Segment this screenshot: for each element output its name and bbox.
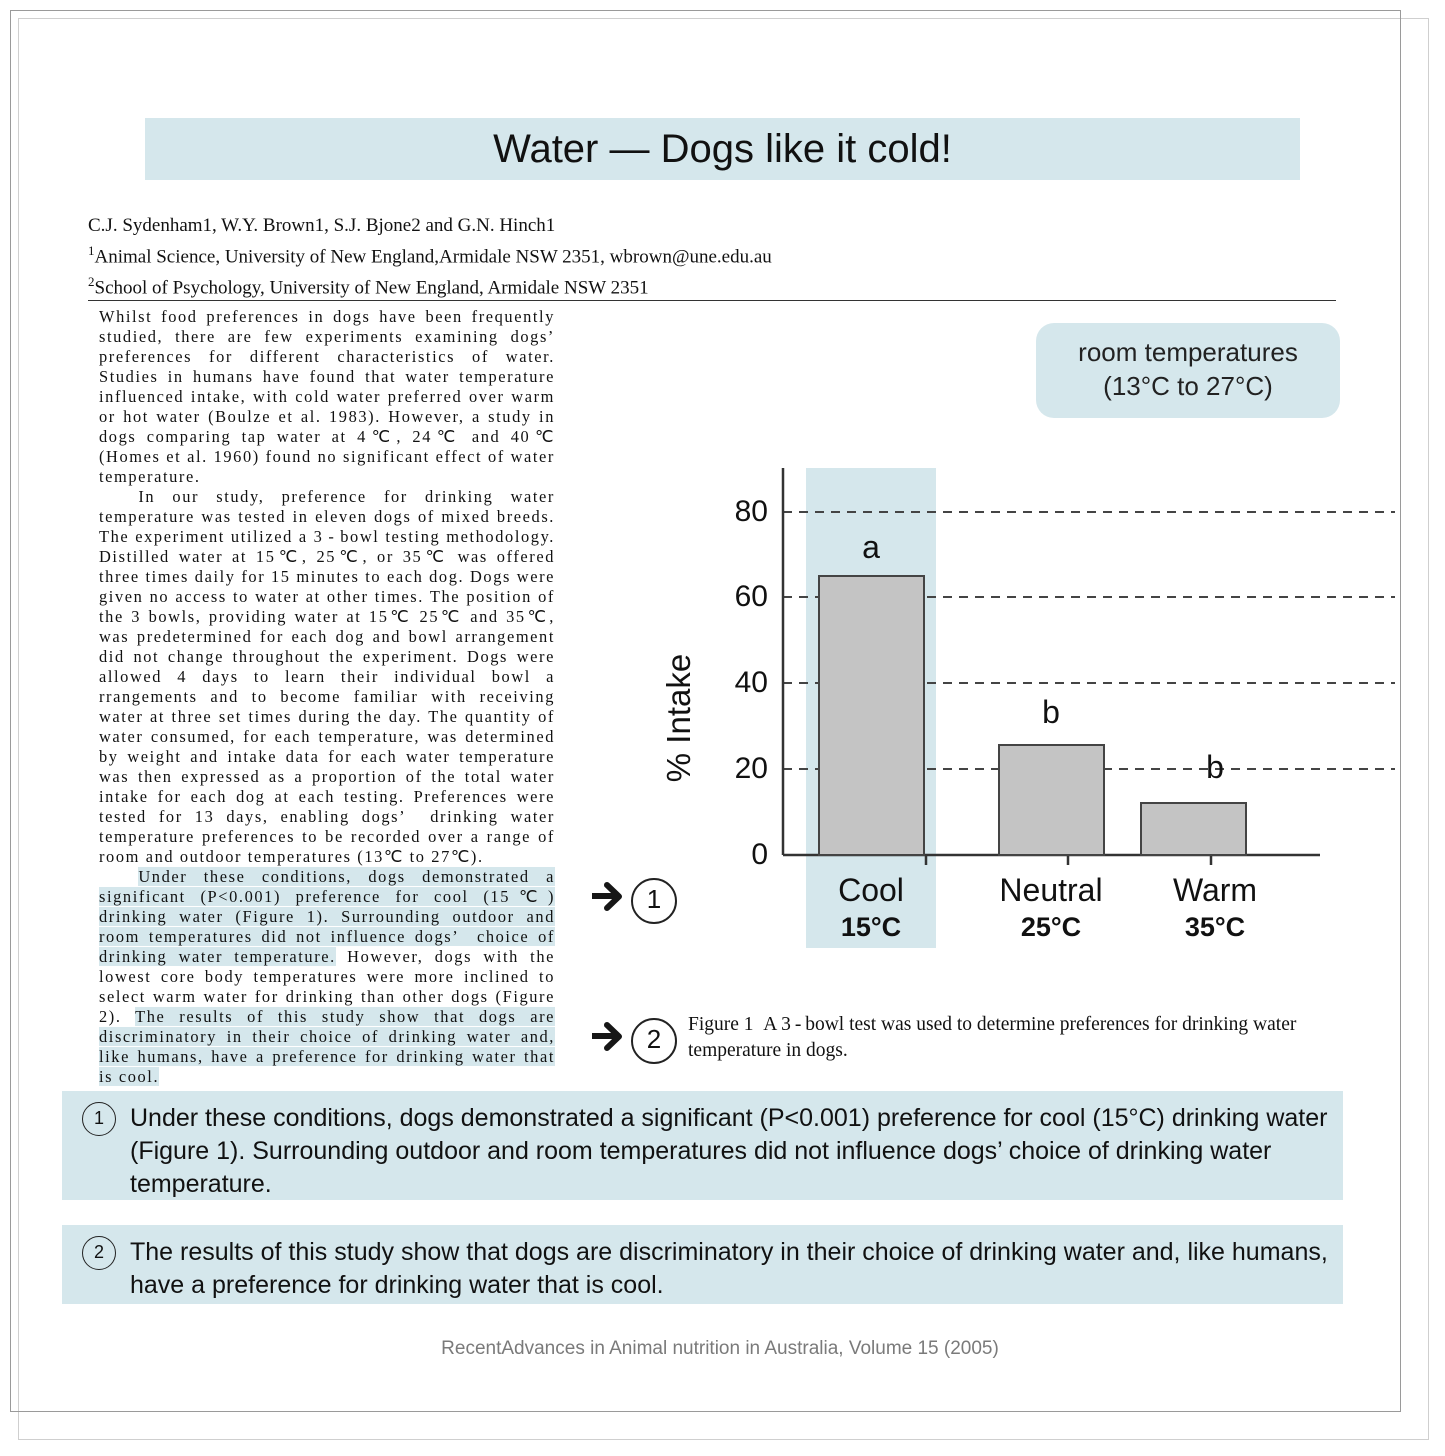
svg-text:b: b bbox=[1206, 749, 1224, 785]
svg-text:0: 0 bbox=[751, 838, 768, 871]
svg-text:a: a bbox=[862, 529, 880, 565]
svg-text:25°C: 25°C bbox=[1021, 912, 1081, 942]
svg-text:20: 20 bbox=[735, 752, 768, 785]
svg-text:% Intake: % Intake bbox=[660, 654, 697, 782]
svg-text:b: b bbox=[1042, 694, 1060, 730]
svg-text:40: 40 bbox=[735, 666, 768, 699]
svg-text:60: 60 bbox=[735, 580, 768, 613]
svg-text:35°C: 35°C bbox=[1185, 912, 1245, 942]
svg-text:Neutral: Neutral bbox=[999, 872, 1102, 908]
svg-text:15°C: 15°C bbox=[841, 912, 901, 942]
svg-text:80: 80 bbox=[735, 495, 768, 528]
svg-text:Cool: Cool bbox=[838, 872, 904, 908]
svg-text:Warm: Warm bbox=[1173, 872, 1257, 908]
